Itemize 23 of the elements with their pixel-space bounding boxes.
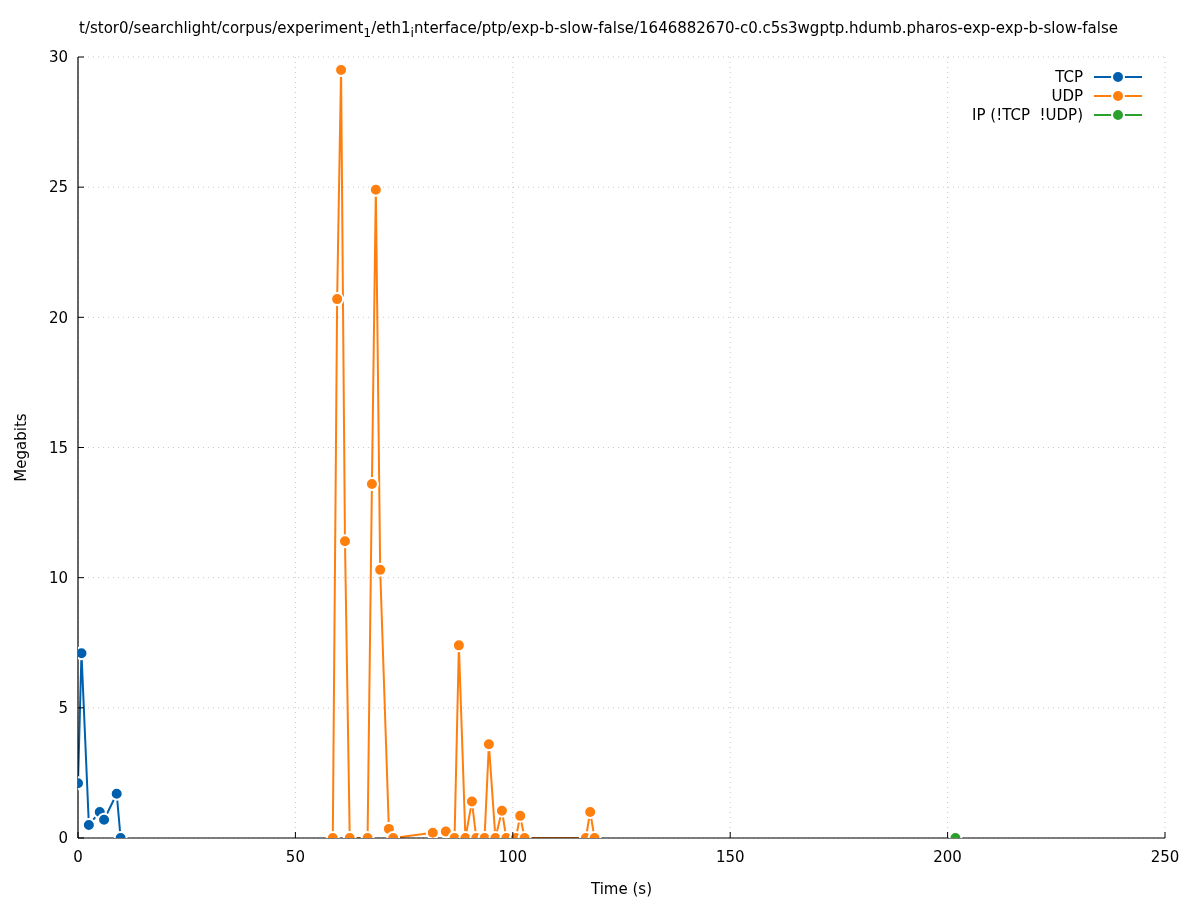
y-tick-label: 5	[58, 699, 68, 718]
x-tick-label: 0	[73, 848, 83, 866]
point	[373, 562, 388, 577]
x-tick-label: 200	[933, 848, 962, 866]
legend-label: TCP	[1055, 67, 1083, 86]
y-tick-label: 30	[48, 48, 68, 67]
point	[425, 825, 440, 838]
y-tick-label: 0	[58, 829, 68, 848]
y-axis-title: Megabits	[12, 413, 31, 482]
x-tick-label: 100	[498, 848, 528, 866]
x-tick-label: 150	[715, 848, 745, 866]
chart-title: t/stor0/searchlight/corpus/experiment$_{1}$/eth1$_{i}$nterface/ptp/exp-b-slow-false/1646882670-c0.c5s3wgptp.hdumb.pharos-exp-exp-b-slow-false	[78, 18, 1119, 40]
legend-label: IP (!TCP !UDP)	[972, 105, 1083, 124]
point	[368, 182, 383, 197]
x-tick-label: 50	[285, 848, 305, 866]
y-tick-label: 10	[48, 568, 68, 587]
point	[330, 292, 345, 307]
x-axis-title: Time (s)	[590, 880, 652, 898]
x-tick-label: 250	[1150, 848, 1180, 866]
y-tick-label: 20	[48, 308, 68, 327]
y-tick-label: 25	[48, 178, 68, 197]
y-tick-label: 15	[48, 438, 68, 457]
legend-label: UDP	[1051, 86, 1083, 105]
